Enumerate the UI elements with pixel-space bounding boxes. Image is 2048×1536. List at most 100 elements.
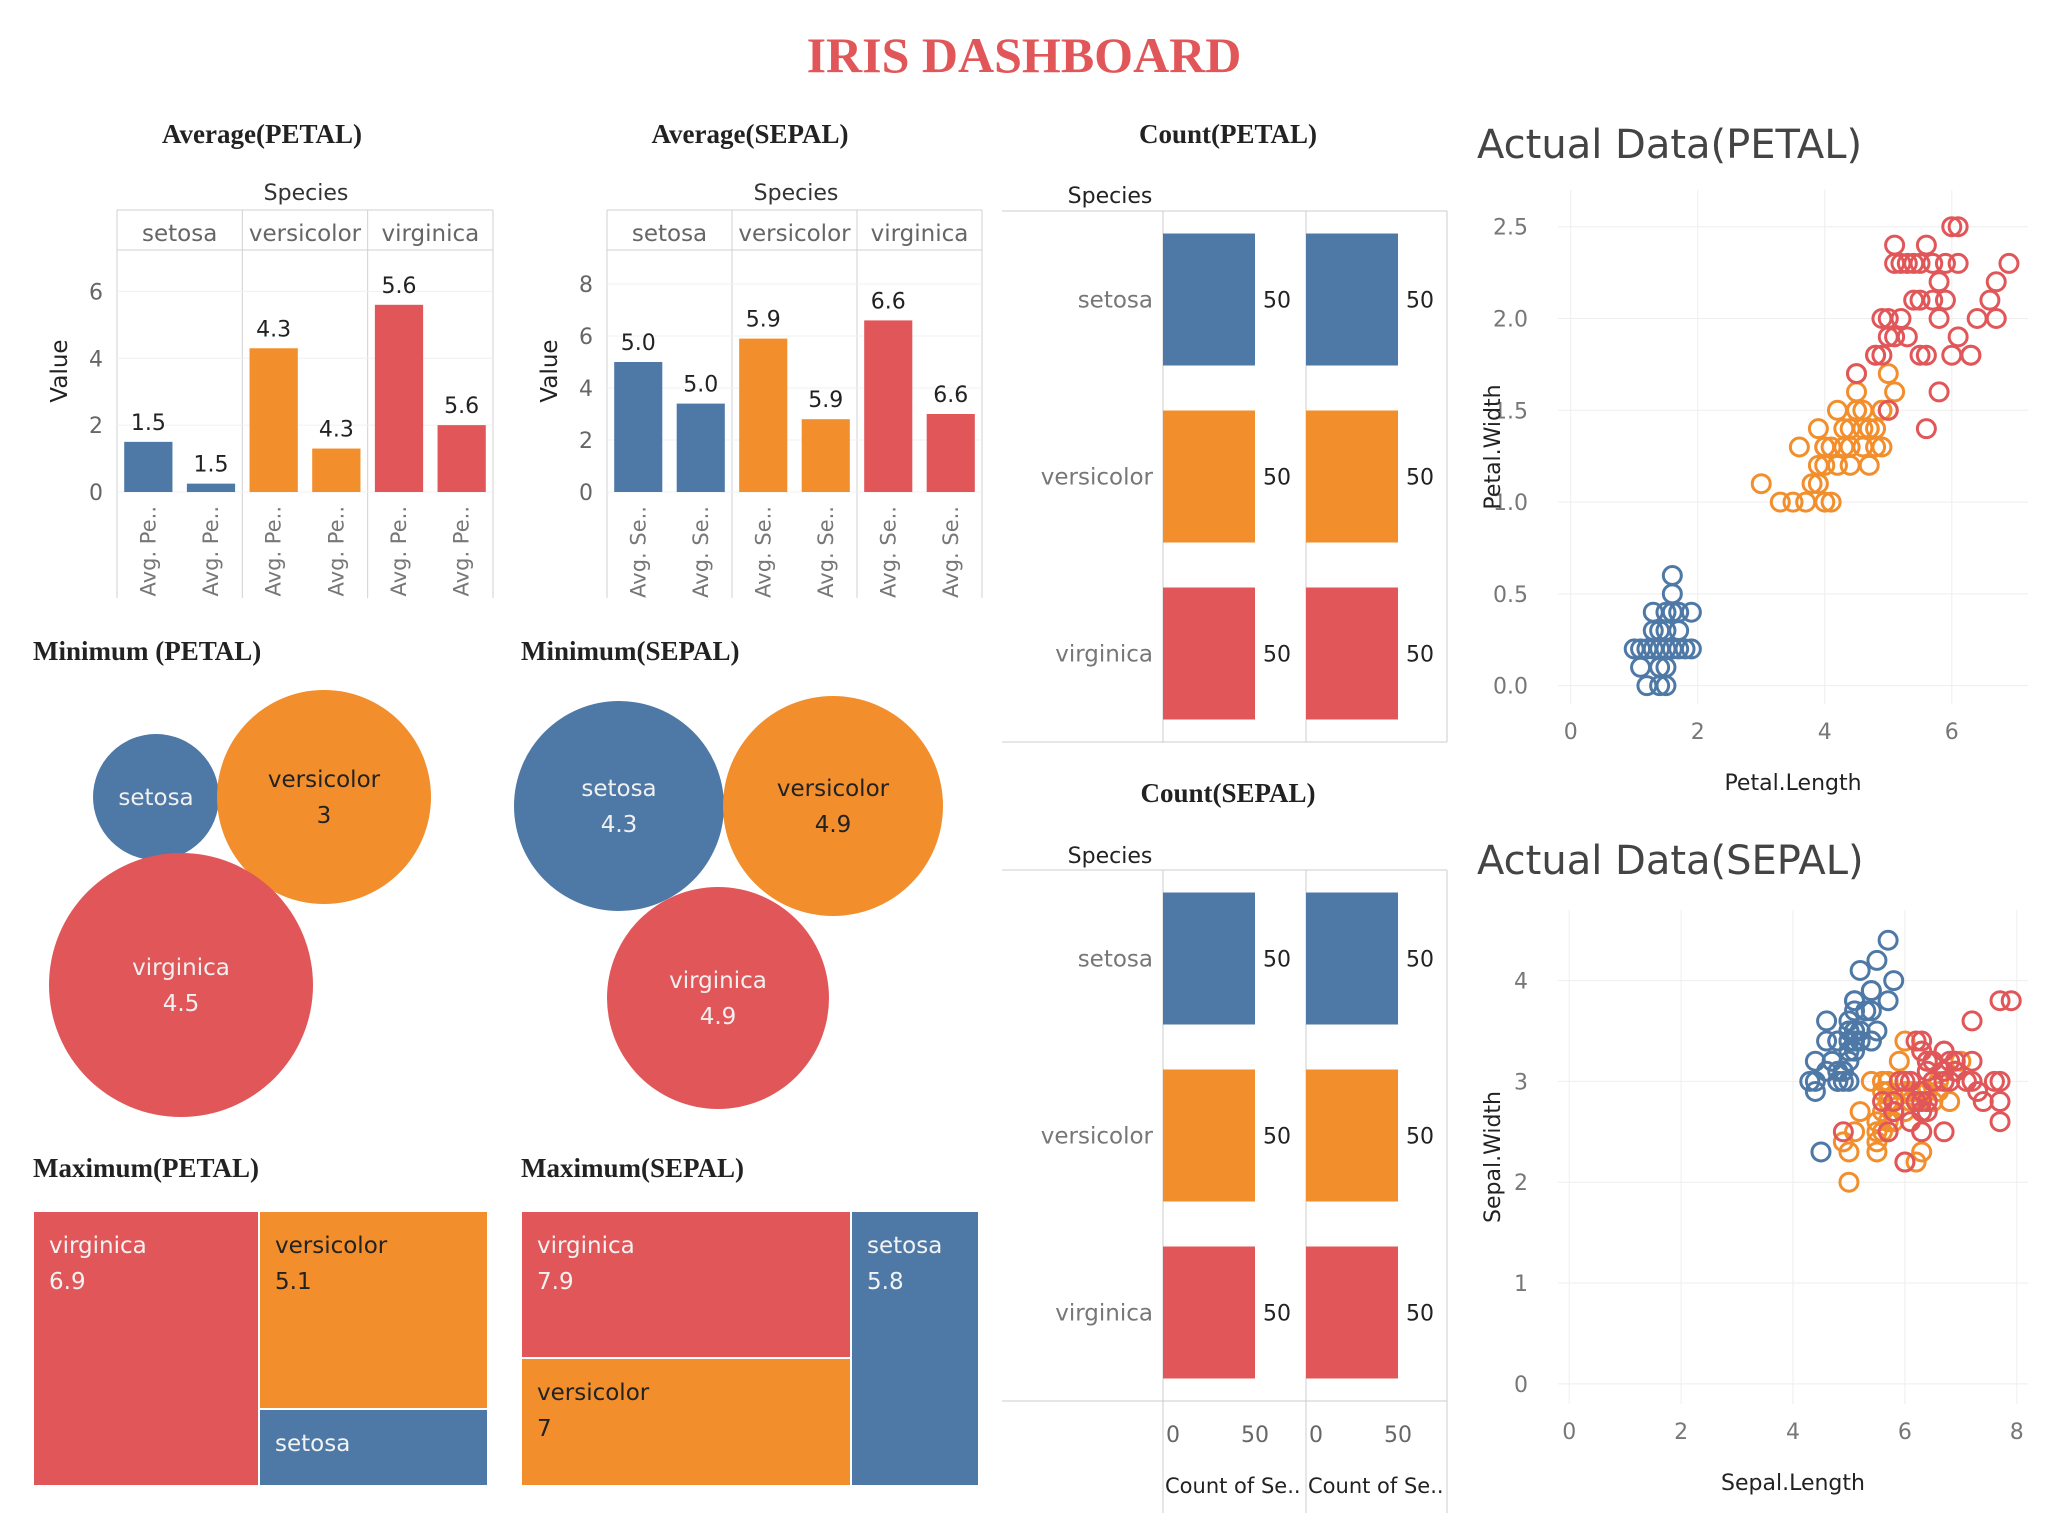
point-virginica[interactable] — [1877, 326, 1899, 348]
point-virginica[interactable] — [1903, 252, 1925, 274]
point-versicolor[interactable] — [1846, 381, 1868, 403]
point-setosa[interactable] — [1844, 1030, 1866, 1052]
point-virginica[interactable] — [1966, 308, 1988, 329]
point-virginica[interactable] — [1961, 1070, 1983, 1092]
treemap-cell-setosa[interactable] — [850, 1210, 980, 1487]
point-setosa[interactable] — [1680, 638, 1702, 660]
bar-virginica-0[interactable] — [1163, 1246, 1255, 1379]
point-virginica[interactable] — [1916, 1091, 1938, 1113]
point-versicolor[interactable] — [1939, 1091, 1961, 1113]
point-setosa[interactable] — [1877, 990, 1899, 1012]
point-virginica[interactable] — [1989, 990, 2011, 1012]
point-virginica[interactable] — [1890, 308, 1912, 329]
treemap-cell-setosa[interactable] — [258, 1408, 489, 1487]
point-versicolor[interactable] — [1844, 1121, 1866, 1143]
point-versicolor[interactable] — [1911, 1141, 1933, 1163]
bubble-versicolor[interactable] — [723, 696, 943, 916]
point-virginica[interactable] — [1888, 1070, 1910, 1092]
point-virginica[interactable] — [1947, 252, 1969, 274]
point-versicolor[interactable] — [1807, 418, 1829, 440]
point-virginica[interactable] — [1933, 1070, 1955, 1092]
point-setosa[interactable] — [1816, 1010, 1838, 1032]
point-virginica[interactable] — [1896, 326, 1918, 348]
point-virginica[interactable] — [1846, 363, 1868, 385]
point-versicolor[interactable] — [1877, 363, 1899, 385]
point-setosa[interactable] — [1636, 638, 1658, 660]
point-virginica[interactable] — [1985, 271, 2007, 293]
point-versicolor[interactable] — [1871, 436, 1893, 458]
point-virginica[interactable] — [1933, 1040, 1955, 1062]
point-versicolor[interactable] — [1788, 436, 1810, 458]
point-virginica[interactable] — [1905, 1091, 1927, 1113]
point-versicolor[interactable] — [1905, 1151, 1927, 1173]
point-virginica[interactable] — [1979, 289, 2001, 311]
point-setosa[interactable] — [1866, 1020, 1888, 1042]
point-versicolor[interactable] — [1807, 454, 1829, 476]
point-setosa[interactable] — [1832, 1070, 1854, 1092]
bar-versicolor-0[interactable] — [249, 348, 298, 492]
bubble-virginica[interactable] — [607, 887, 829, 1109]
point-versicolor[interactable] — [1820, 436, 1842, 458]
point-setosa[interactable] — [1649, 675, 1671, 697]
point-setosa[interactable] — [1661, 583, 1683, 605]
point-versicolor[interactable] — [1838, 1171, 1860, 1193]
point-virginica[interactable] — [1947, 216, 1969, 238]
point-virginica[interactable] — [1884, 326, 1906, 348]
point-versicolor[interactable] — [1795, 491, 1817, 513]
point-setosa[interactable] — [1655, 675, 1677, 697]
point-setosa[interactable] — [1623, 638, 1645, 660]
point-versicolor[interactable] — [1769, 491, 1791, 513]
point-virginica[interactable] — [1905, 1030, 1927, 1052]
treemap-cell-virginica[interactable] — [32, 1210, 260, 1487]
point-virginica[interactable] — [1922, 289, 1944, 311]
point-virginica[interactable] — [1883, 1091, 1905, 1113]
bubble-setosa[interactable] — [93, 734, 219, 860]
point-setosa[interactable] — [1877, 929, 1899, 951]
point-setosa[interactable] — [1832, 1060, 1854, 1082]
point-virginica[interactable] — [1934, 289, 1956, 311]
point-versicolor[interactable] — [1950, 1050, 1972, 1072]
point-setosa[interactable] — [1849, 959, 1871, 981]
treemap-cell-versicolor[interactable] — [258, 1210, 489, 1410]
bar-virginica-0[interactable] — [1163, 587, 1255, 720]
treemap-cell-virginica[interactable] — [520, 1210, 852, 1359]
point-versicolor[interactable] — [1866, 1141, 1888, 1163]
bar-setosa-0[interactable] — [1163, 892, 1255, 1025]
point-setosa[interactable] — [1804, 1070, 1826, 1092]
point-virginica[interactable] — [1894, 1151, 1916, 1173]
point-virginica[interactable] — [1972, 1091, 1994, 1113]
point-virginica[interactable] — [1941, 216, 1963, 238]
bar-versicolor-0[interactable] — [1163, 1069, 1255, 1202]
point-virginica[interactable] — [1865, 344, 1887, 366]
bar-virginica-0[interactable] — [374, 304, 424, 492]
point-virginica[interactable] — [1911, 1091, 1933, 1113]
bar-versicolor-1[interactable] — [1306, 1069, 1398, 1202]
bar-virginica-0[interactable] — [864, 320, 913, 492]
point-versicolor[interactable] — [1849, 1101, 1871, 1123]
point-virginica[interactable] — [1877, 399, 1899, 421]
point-setosa[interactable] — [1661, 565, 1683, 586]
point-virginica[interactable] — [1961, 1010, 1983, 1032]
point-virginica[interactable] — [1903, 289, 1925, 311]
point-virginica[interactable] — [1947, 326, 1969, 348]
bubble-setosa[interactable] — [514, 701, 724, 911]
point-virginica[interactable] — [1896, 252, 1918, 274]
point-virginica[interactable] — [1909, 252, 1931, 274]
point-virginica[interactable] — [1871, 344, 1893, 366]
point-virginica[interactable] — [1933, 1121, 1955, 1143]
treemap-cell-versicolor[interactable] — [520, 1357, 852, 1487]
point-virginica[interactable] — [1915, 344, 1937, 366]
point-virginica[interactable] — [1877, 1121, 1899, 1143]
point-virginica[interactable] — [1960, 344, 1982, 366]
bar-versicolor-1[interactable] — [1306, 410, 1398, 543]
bar-virginica-1[interactable] — [1306, 1246, 1398, 1379]
point-setosa[interactable] — [1810, 1141, 1832, 1163]
point-versicolor[interactable] — [1884, 381, 1906, 403]
point-virginica[interactable] — [1884, 234, 1906, 256]
bar-versicolor-0[interactable] — [1163, 410, 1255, 543]
point-virginica[interactable] — [1832, 1121, 1854, 1143]
point-virginica[interactable] — [1934, 252, 1956, 274]
point-virginica[interactable] — [1967, 1080, 1989, 1102]
point-versicolor[interactable] — [1833, 418, 1855, 440]
point-versicolor[interactable] — [1750, 473, 1772, 495]
